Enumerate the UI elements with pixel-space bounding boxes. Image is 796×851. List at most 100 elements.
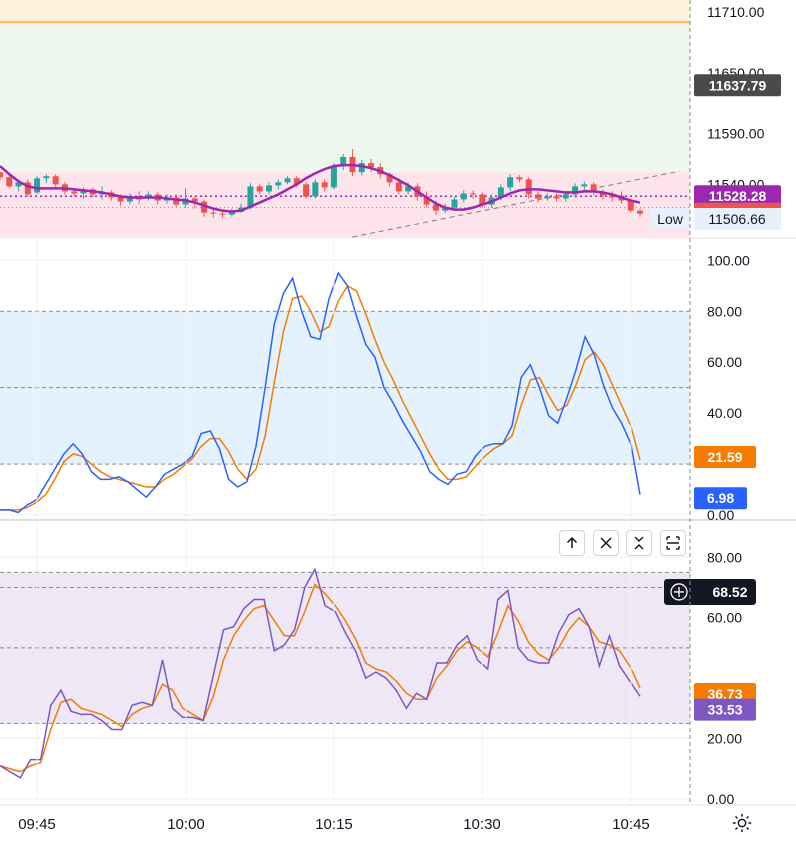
arrow-up-icon	[566, 536, 578, 548]
candle	[368, 163, 375, 168]
candle	[265, 185, 272, 192]
candle	[386, 174, 393, 183]
candle	[497, 187, 504, 198]
stoch-d-line	[0, 284, 641, 511]
candle	[553, 196, 560, 199]
close-icon	[600, 537, 612, 549]
stoch-k-line	[0, 271, 641, 514]
candle	[516, 177, 523, 180]
candle	[293, 178, 300, 185]
moving-average-line	[0, 163, 641, 213]
stoch-tick-label: 0.00	[707, 507, 734, 523]
resistance-zone	[0, 0, 690, 23]
axes-layer: 11710.0011650.0011590.0011540.0011637.79…	[0, 0, 796, 833]
candle	[609, 195, 616, 198]
candle	[627, 200, 634, 211]
candle	[126, 196, 133, 202]
candle	[219, 213, 226, 215]
maximize-icon	[666, 536, 680, 550]
candle	[303, 184, 310, 197]
pane-collapse-button[interactable]	[626, 530, 652, 556]
current-price-label-bg	[694, 74, 781, 97]
candle	[256, 186, 263, 192]
low-tag: Low	[657, 211, 684, 227]
time-tick-label: 10:45	[612, 816, 650, 833]
candle	[451, 199, 458, 208]
gear-icon	[732, 813, 752, 833]
candle	[395, 182, 402, 192]
rsi-pane[interactable]	[0, 519, 796, 800]
candle	[544, 196, 551, 199]
rsi-line	[0, 567, 641, 779]
candle	[247, 186, 254, 208]
candle	[52, 176, 59, 185]
crosshair-label-bg	[664, 578, 756, 605]
rsi-k-value-label: 33.53	[707, 702, 742, 718]
time-tick-label: 09:45	[18, 816, 56, 833]
candle	[432, 204, 439, 211]
price-pane[interactable]	[0, 0, 690, 238]
pane-close-button[interactable]	[593, 530, 619, 556]
time-tick-label: 10:15	[315, 816, 353, 833]
candle	[423, 196, 430, 205]
profit-zone	[0, 22, 690, 173]
stochastic-pane[interactable]	[0, 237, 796, 516]
rsi-k-value-label-bg	[694, 698, 756, 721]
candle	[330, 166, 337, 188]
candle	[637, 210, 643, 214]
candle	[562, 194, 569, 199]
pane-maximize-button[interactable]	[660, 530, 686, 556]
candle	[0, 172, 3, 178]
candle	[581, 184, 588, 187]
plus-icon-cross	[674, 586, 684, 597]
candle	[599, 192, 606, 196]
candle	[572, 186, 579, 195]
candle	[228, 211, 235, 215]
pane-move-up-button[interactable]	[559, 530, 585, 556]
candle	[117, 197, 124, 202]
candle	[321, 182, 328, 188]
stoch-tick-label: 80.00	[707, 303, 742, 319]
candle	[479, 194, 486, 205]
price-tick-label: 11710.00	[707, 4, 765, 20]
candle	[534, 194, 541, 199]
candle	[24, 182, 31, 195]
candle	[43, 176, 50, 179]
stoch-tick-label: 100.00	[707, 252, 750, 268]
candle	[284, 178, 291, 183]
trend-line	[352, 170, 680, 238]
candle	[71, 191, 78, 194]
time-tick-label: 10:30	[463, 816, 501, 833]
candle	[34, 178, 41, 193]
candle	[201, 201, 208, 213]
candle	[358, 163, 365, 173]
candle	[507, 177, 514, 188]
rsi-tick-label: 0.00	[707, 791, 734, 807]
time-tick-label: 10:00	[167, 816, 205, 833]
ma-value-label: 11528.28	[709, 188, 767, 204]
current-price-label: 11637.79	[709, 77, 767, 93]
stoch-k-value-label: 6.98	[707, 490, 734, 506]
stoch-d-value-label: 21.59	[707, 449, 742, 465]
stoch-d-value-label-bg	[694, 446, 756, 469]
loss-zone	[0, 172, 690, 237]
stoch-tick-label: 40.00	[707, 405, 742, 421]
candle	[275, 182, 282, 186]
candle	[590, 184, 597, 193]
chart-settings-button[interactable]	[729, 810, 755, 836]
candle	[442, 207, 449, 211]
rsi-tick-label: 60.00	[707, 610, 742, 626]
candle	[191, 198, 198, 202]
crosshair-value-label: 68.52	[712, 584, 747, 600]
candle	[405, 186, 412, 192]
candle	[460, 193, 467, 200]
candle	[173, 197, 180, 205]
ma-value-label-bg	[694, 185, 781, 208]
rsi-d-value-label: 36.73	[707, 686, 742, 702]
low-tag-bg	[650, 208, 690, 230]
candle	[525, 179, 532, 195]
stoch-tick-label: 60.00	[707, 354, 742, 370]
stoch-k-value-label-bg	[694, 487, 747, 510]
low-value-label: 11506.66	[708, 211, 766, 227]
